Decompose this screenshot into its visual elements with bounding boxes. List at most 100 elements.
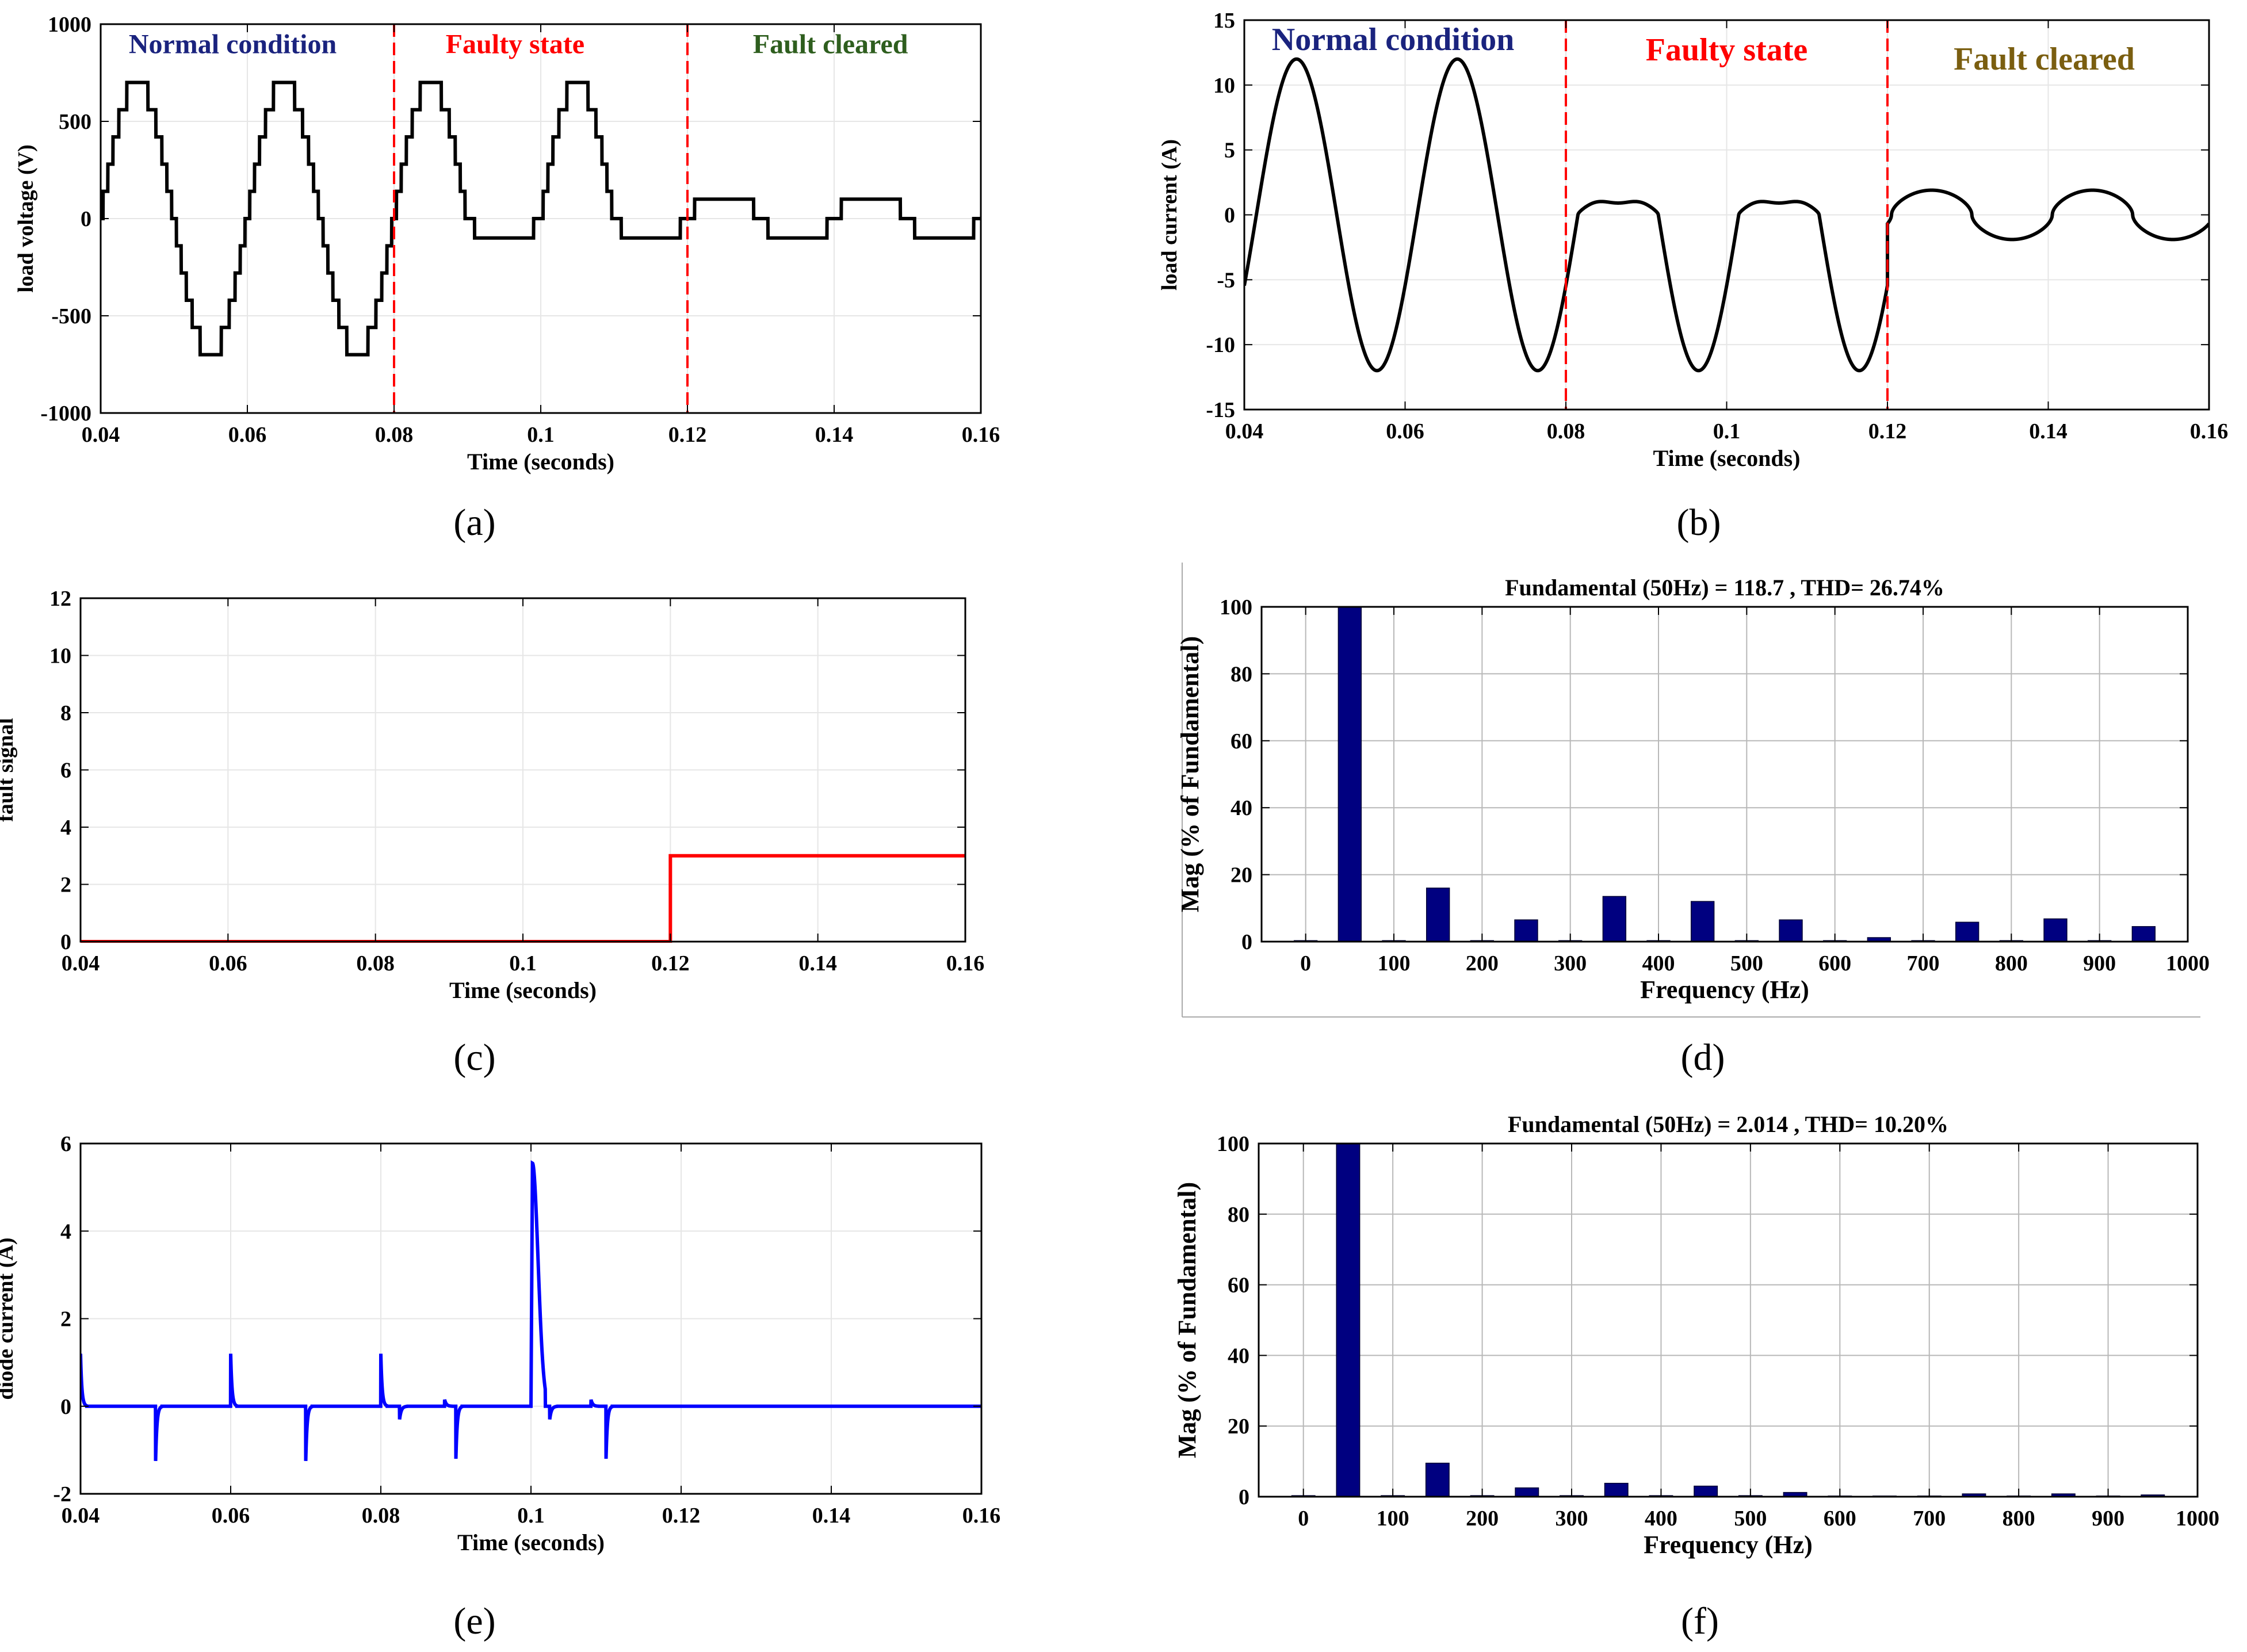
bar-450hz <box>1694 1485 1718 1497</box>
x-axis-label: Time (seconds) <box>449 977 597 1003</box>
y-tick-label: 60 <box>1230 729 1252 754</box>
bar-250hz <box>1515 1487 1539 1497</box>
y-axis-label: Mag (% of Fundamental) <box>1176 636 1204 912</box>
x-tick-label: 0.16 <box>2190 419 2229 443</box>
chart-title: Fundamental (50Hz) = 2.014 , THD= 10.20% <box>1508 1111 1948 1137</box>
x-tick-label: 0.08 <box>1547 419 1585 443</box>
x-tick-label: 0.1 <box>517 1504 545 1528</box>
bar-50hz <box>1336 1143 1361 1497</box>
x-tick-label: 0.12 <box>1868 419 1907 443</box>
x-tick-label: 600 <box>1824 1506 1856 1531</box>
y-tick-label: 0 <box>81 207 91 231</box>
x-tick-label: 0.1 <box>527 423 555 447</box>
x-tick-label: 800 <box>2003 1506 2035 1531</box>
y-tick-label: 10 <box>49 644 71 668</box>
y-tick-label: 60 <box>1228 1274 1249 1298</box>
x-tick-label: 0.14 <box>815 423 854 447</box>
x-tick-label: 500 <box>1730 951 1763 976</box>
x-tick-label: 0.04 <box>1225 419 1264 443</box>
y-tick-label: 0 <box>60 930 71 954</box>
series-line-diode_current <box>81 1160 981 1461</box>
x-tick-label: 0.06 <box>209 951 247 976</box>
chart-e: 0.04 0.06 0.08 0.1 0.12 0.14 0.16 -2 0 2 4 6 Time (s… <box>0 1132 1000 1642</box>
y-tick-label: 100 <box>1217 1132 1249 1156</box>
plot-marks <box>1244 57 2209 373</box>
x-tick-label: 0.16 <box>962 423 1000 447</box>
x-tick-label: 400 <box>1642 951 1675 976</box>
y-axis-label: Mag (% of Fundamental) <box>1173 1182 1201 1458</box>
x-tick-label: 0.12 <box>668 423 707 447</box>
y-tick-label: 5 <box>1224 139 1235 163</box>
y-axis-label: fault signal <box>0 718 18 822</box>
x-tick-label: 0 <box>1300 951 1311 976</box>
plot-area <box>1262 607 2188 942</box>
chart-title: Fundamental (50Hz) = 118.7 , THD= 26.74% <box>1505 575 1944 601</box>
x-tick-label: 0.06 <box>1386 419 1424 443</box>
x-tick-label: 100 <box>1378 951 1411 976</box>
x-tick-label: 200 <box>1466 951 1499 976</box>
panel-caption: (f) <box>1681 1600 1719 1642</box>
x-tick-label: 0.16 <box>946 951 985 976</box>
bar-950hz <box>2131 926 2156 942</box>
y-tick-label: 4 <box>60 816 71 840</box>
x-axis-label: Frequency (Hz) <box>1640 976 1809 1004</box>
x-tick-label: 0.16 <box>962 1504 1001 1528</box>
y-axis-label: diode current (A) <box>0 1237 18 1399</box>
y-tick-label: 80 <box>1228 1203 1249 1227</box>
chart-b: 0.04 0.06 0.08 0.1 0.12 0.14 0.16 -15 -10 -5 0 5 10 1… <box>1157 9 2228 544</box>
bar-850hz <box>2043 918 2068 942</box>
panel-caption: (e) <box>453 1600 495 1642</box>
y-tick-label: 8 <box>60 701 71 725</box>
x-tick-label: 200 <box>1466 1506 1499 1531</box>
bar-450hz <box>1690 901 1715 942</box>
x-tick-label: 300 <box>1554 951 1587 976</box>
x-tick-label: 0.1 <box>1713 419 1741 443</box>
x-tick-label: 500 <box>1734 1506 1767 1531</box>
chart-c: 0.04 0.06 0.08 0.1 0.12 0.14 0.16 0 2 4 6 8 10 12 Time… <box>0 587 984 1079</box>
y-tick-label: 80 <box>1230 662 1252 686</box>
x-axis-label: Time (seconds) <box>1653 445 1801 471</box>
series-line-load_current <box>1244 57 2209 373</box>
x-tick-label: 900 <box>2083 951 2116 976</box>
y-tick-label: 6 <box>60 1132 71 1156</box>
y-tick-label: 4 <box>60 1219 71 1244</box>
y-axis-label: load voltage (V) <box>14 144 38 293</box>
axes-box <box>1260 606 2189 943</box>
y-tick-label: 12 <box>49 587 71 611</box>
y-tick-label: 1000 <box>48 13 91 37</box>
x-tick-label: 1000 <box>2166 951 2210 976</box>
y-tick-label: 20 <box>1228 1414 1249 1439</box>
x-tick-label: 0.14 <box>2029 419 2068 443</box>
chart-d: 0 100 200 300 400 500 600 700 800 900 1000 0 20 40 60 8… <box>1176 563 2210 1079</box>
bar-750hz <box>1955 921 1980 942</box>
x-axis-label: Frequency (Hz) <box>1644 1531 1813 1559</box>
y-tick-label: 2 <box>60 1307 71 1332</box>
x-tick-label: 0.12 <box>651 951 690 976</box>
plot-area <box>1259 1144 2198 1497</box>
x-tick-label: 0.04 <box>82 423 120 447</box>
y-tick-label: 0 <box>1241 930 1252 954</box>
annotation-label: Normal condition <box>1272 22 1515 58</box>
bar-150hz <box>1425 1462 1450 1497</box>
x-axis-label: Time (seconds) <box>467 449 614 475</box>
y-tick-label: 0 <box>60 1395 71 1419</box>
y-tick-label: 2 <box>60 873 71 897</box>
y-tick-label: -5 <box>1217 268 1235 292</box>
bar-50hz <box>1338 606 1362 942</box>
chart-f: 0 100 200 300 400 500 600 700 800 900 1000 0 20 40 60 8… <box>1173 1111 2219 1642</box>
x-tick-label: 0.06 <box>228 423 267 447</box>
bar-350hz <box>1602 896 1627 942</box>
plot-marks <box>81 1160 981 1461</box>
annotation-label: Fault cleared <box>1954 41 2135 77</box>
x-tick-label: 0.04 <box>62 951 100 976</box>
panel-caption: (c) <box>453 1037 495 1079</box>
x-tick-label: 0.12 <box>662 1504 701 1528</box>
y-tick-label: 40 <box>1228 1344 1249 1368</box>
annotation-label: Faulty state <box>446 29 584 60</box>
bar-550hz <box>1779 919 1803 942</box>
y-tick-label: 40 <box>1230 796 1252 820</box>
x-tick-label: 700 <box>1913 1506 1946 1531</box>
axes-box <box>1258 1142 2199 1498</box>
bar-150hz <box>1426 888 1450 942</box>
